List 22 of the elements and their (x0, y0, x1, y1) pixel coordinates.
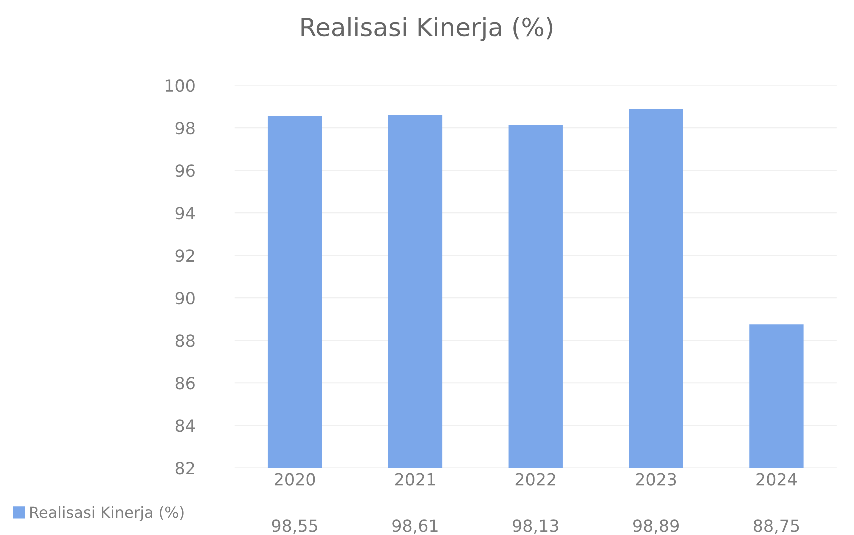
data-label: 98,61 (392, 520, 438, 534)
y-tick-label: 84 (176, 420, 196, 432)
y-tick-label: 100 (166, 80, 195, 92)
data-label: 98,89 (633, 520, 679, 534)
chart-title: Realisasi Kinerja (%) (302, 17, 553, 42)
y-tick-label: 90 (176, 292, 195, 305)
x-tick-label: 2022 (516, 473, 556, 486)
y-tick-label: 92 (176, 250, 194, 262)
y-tick-label: 94 (176, 207, 196, 220)
x-tick-label: 2020 (275, 473, 316, 486)
y-tick-label: 82 (176, 462, 194, 475)
x-tick-label: 2021 (395, 473, 436, 486)
y-tick-label: 96 (176, 164, 195, 178)
legend-label: Realisasi Kinerja (%) (30, 506, 184, 522)
x-tick-label: 2024 (756, 473, 797, 486)
y-tick-label: 86 (176, 377, 195, 390)
data-label: 98,55 (272, 520, 318, 534)
data-label: 88,75 (754, 520, 800, 534)
x-tick-label: 2023 (636, 473, 676, 486)
y-tick-label: 98 (176, 122, 195, 135)
data-label: 98,13 (513, 520, 558, 534)
y-tick-label: 88 (176, 334, 195, 348)
